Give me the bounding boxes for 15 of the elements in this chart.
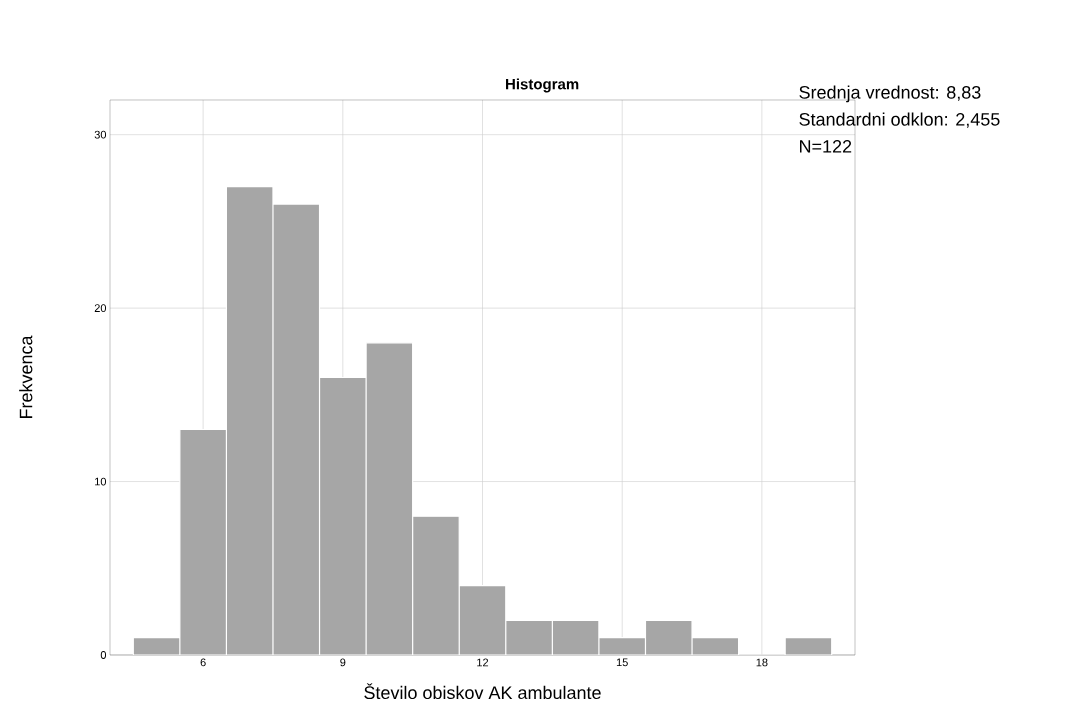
annotation: N=122 <box>800 139 852 153</box>
annotation: Srednja vrednost: 8,83 <box>799 85 981 103</box>
x-tick-label: 12 <box>477 658 489 667</box>
x-tick-label: 6 <box>200 658 206 667</box>
y-tick-label: 30 <box>94 130 107 139</box>
x-tick-label: 9 <box>340 658 346 667</box>
x-tick-label: 15 <box>616 658 628 667</box>
annotation: Standardni odklon: 2,455 <box>799 112 1000 128</box>
x-tick-label: 18 <box>756 658 768 667</box>
y-axis-title: Frekvenca <box>19 335 33 419</box>
x-axis-title: Število obiskov AK ambulante <box>364 683 601 700</box>
y-tick-label: 20 <box>94 304 107 313</box>
y-tick-label: 0 <box>100 651 107 659</box>
chart-title: Histogram <box>506 78 579 93</box>
y-tick-label: 10 <box>95 477 107 486</box>
